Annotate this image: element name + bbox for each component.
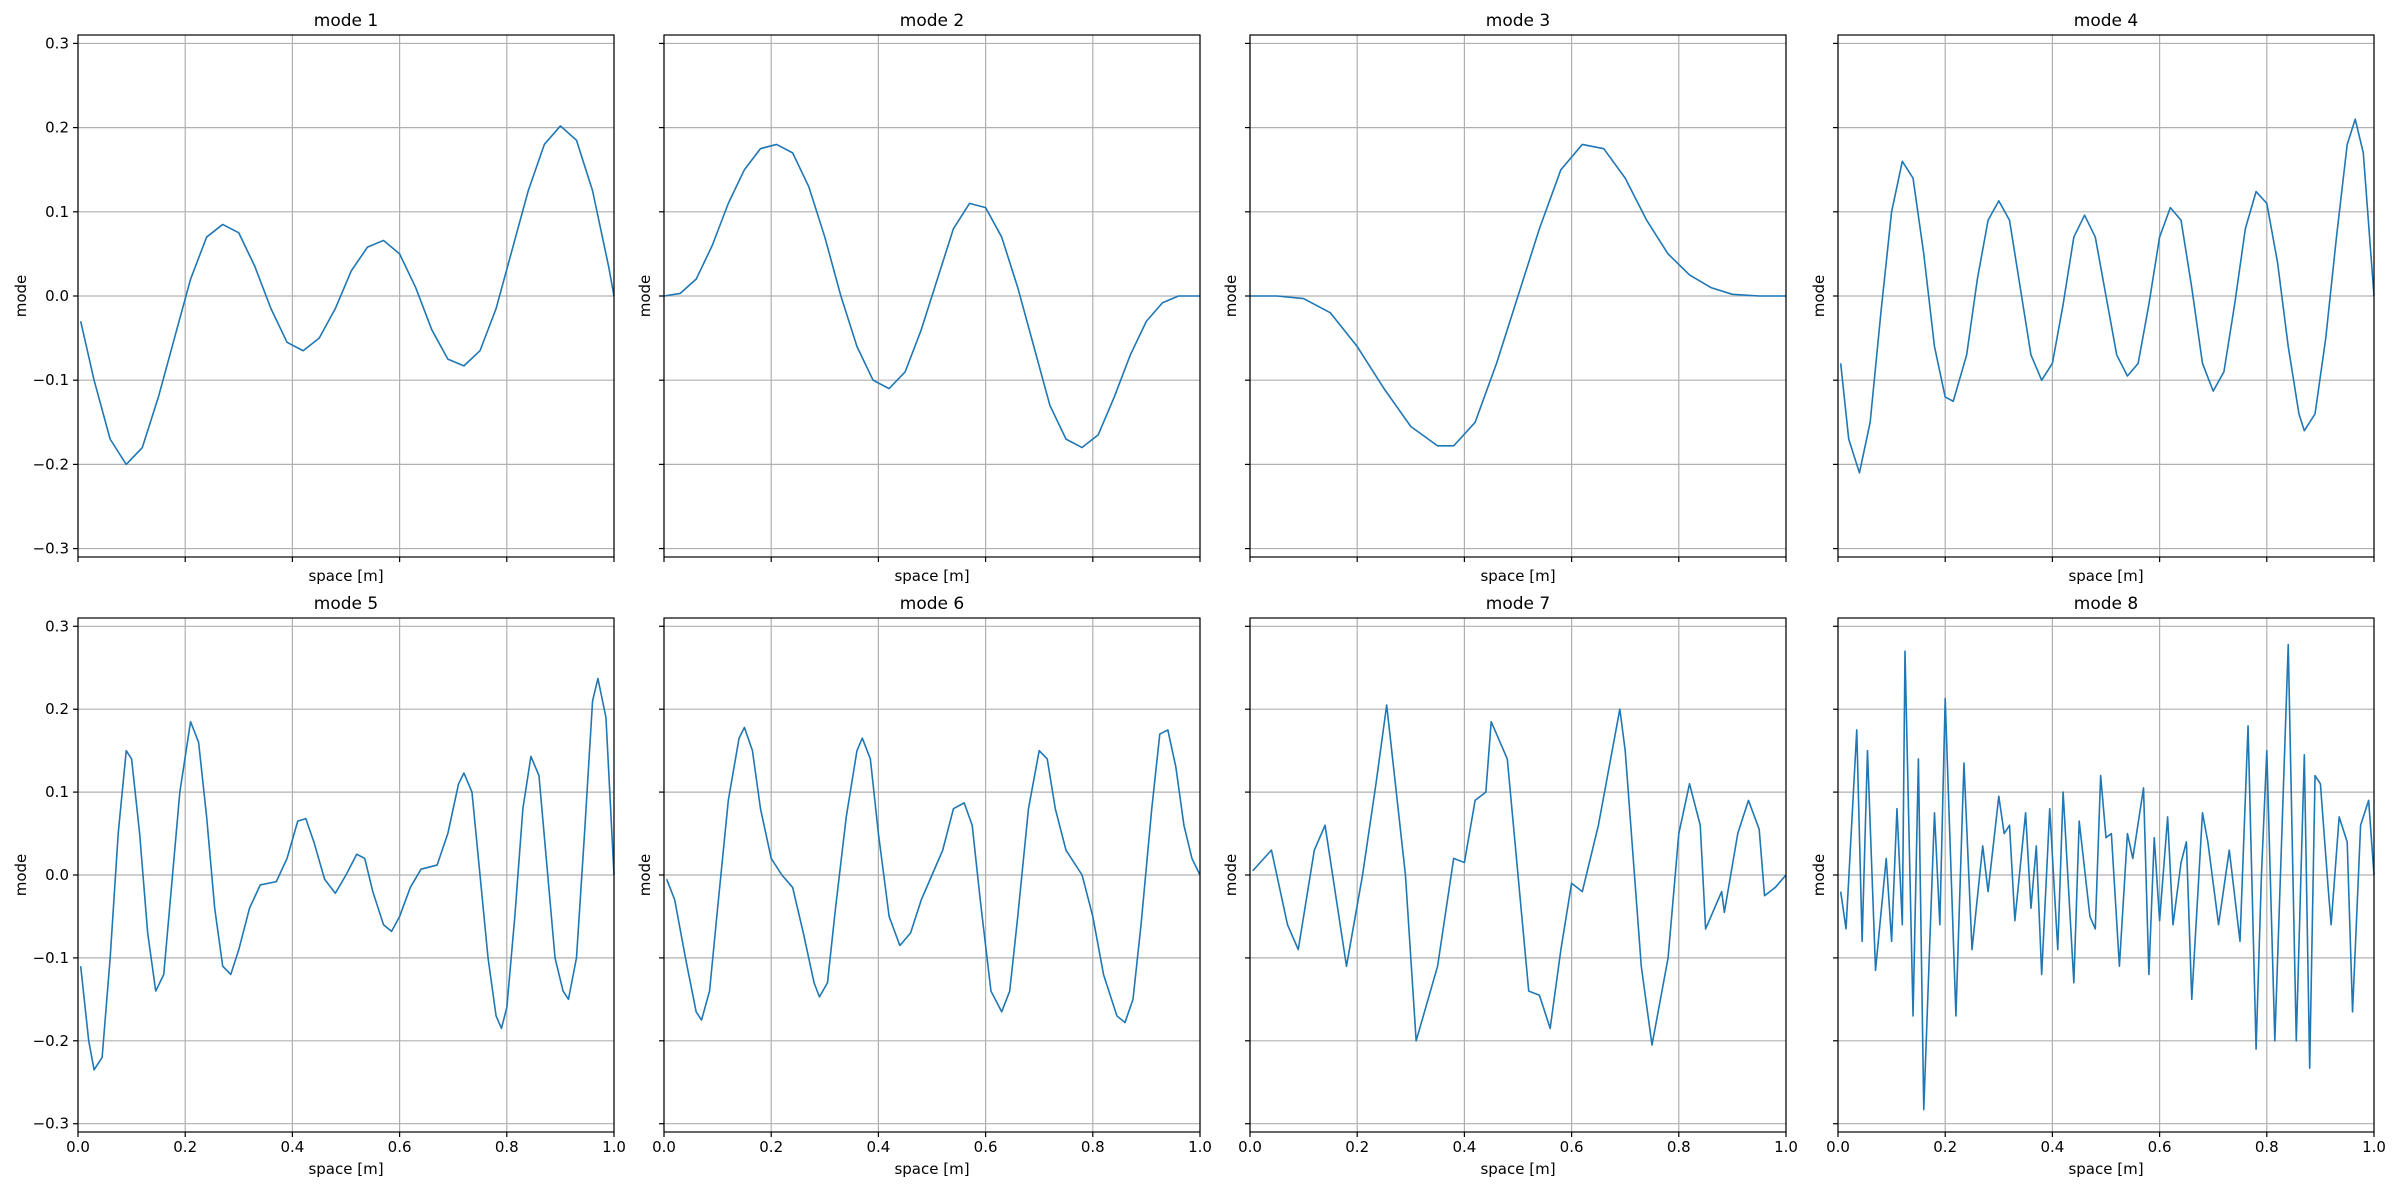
y-axis-label: mode <box>1810 275 1828 318</box>
subplot: −0.3 −0.2 −0.1 0.0 0.1 0.2 0.3 mode 1 space [m] m… <box>12 11 615 585</box>
data-line <box>79 125 615 466</box>
y-tick-label: −0.1 <box>33 949 69 967</box>
x-tick-label: 0.4 <box>280 1138 304 1156</box>
subplot-title: mode 3 <box>1486 11 1550 31</box>
axes-frame <box>1837 617 2375 1133</box>
subplot: 0.0 0.2 0.4 0.6 0.8 1.0 mode 8 space [m] mode <box>1810 594 2386 1178</box>
subplot: mode 3 space [m] mode <box>1222 11 1787 585</box>
x-axis-label: space [m] <box>308 567 383 585</box>
x-tick-label: 0.8 <box>495 1138 519 1156</box>
y-axis-label: mode <box>1222 854 1240 897</box>
subplot-title: mode 7 <box>1486 594 1550 614</box>
subplot-title: mode 4 <box>2074 11 2138 31</box>
subplot-title: mode 8 <box>2074 594 2138 614</box>
axes-frame <box>1837 34 2375 558</box>
data-line <box>1839 118 2375 474</box>
y-tick-label: −0.2 <box>33 455 69 473</box>
axes-frame <box>663 617 1201 1133</box>
x-tick-label: 0.2 <box>1345 1138 1369 1156</box>
data-line <box>1250 143 1786 447</box>
x-tick-label: 0.0 <box>1826 1138 1850 1156</box>
x-tick-label: 0.0 <box>1238 1138 1262 1156</box>
x-axis-label: space [m] <box>894 1160 969 1178</box>
y-axis-label: mode <box>12 854 30 897</box>
x-axis-label: space [m] <box>1480 567 1555 585</box>
y-tick-label: −0.3 <box>33 1115 69 1133</box>
x-axis-label: space [m] <box>894 567 969 585</box>
x-tick-label: 1.0 <box>602 1138 626 1156</box>
x-tick-label: 0.2 <box>759 1138 783 1156</box>
subplot: mode 2 space [m] mode <box>636 11 1201 585</box>
x-tick-label: 1.0 <box>2362 1138 2386 1156</box>
axes-frame <box>77 617 615 1133</box>
axes-frame <box>1249 617 1787 1133</box>
y-tick-label: −0.1 <box>33 371 69 389</box>
data-line <box>1252 704 1787 1046</box>
subplot-title: mode 2 <box>900 11 964 31</box>
x-tick-label: 0.6 <box>2148 1138 2172 1156</box>
subplot: 0.0 0.2 0.4 0.6 0.8 1.0 mode 6 space [m] mode <box>636 594 1212 1178</box>
x-tick-label: 0.8 <box>1667 1138 1691 1156</box>
y-tick-label: −0.2 <box>33 1032 69 1050</box>
y-tick-label: 0.0 <box>45 866 69 884</box>
x-tick-label: 0.8 <box>1081 1138 1105 1156</box>
x-axis-label: space [m] <box>308 1160 383 1178</box>
y-tick-label: 0.0 <box>45 287 69 305</box>
y-tick-label: −0.3 <box>33 540 69 558</box>
x-tick-label: 0.6 <box>388 1138 412 1156</box>
subplot: 0.0 0.2 0.4 0.6 0.8 1.0 −0.3 −0.2 −0.1 0.0 0.1 0.2 0… <box>12 594 626 1178</box>
subplot-title: mode 1 <box>314 11 378 31</box>
data-line <box>663 143 1200 449</box>
y-tick-label: 0.3 <box>45 34 69 52</box>
y-axis-label: mode <box>636 275 654 318</box>
x-tick-label: 0.4 <box>1452 1138 1476 1156</box>
x-tick-label: 1.0 <box>1188 1138 1212 1156</box>
data-line <box>79 677 615 1071</box>
x-tick-label: 0.6 <box>1560 1138 1584 1156</box>
x-axis-label: space [m] <box>2068 567 2143 585</box>
x-tick-label: 0.2 <box>173 1138 197 1156</box>
x-tick-label: 0.2 <box>1933 1138 1957 1156</box>
subplot: 0.0 0.2 0.4 0.6 0.8 1.0 mode 7 space [m] mode <box>1222 594 1798 1178</box>
axes-frame <box>1249 34 1787 558</box>
x-tick-label: 0.8 <box>2255 1138 2279 1156</box>
x-tick-label: 0.6 <box>974 1138 998 1156</box>
y-tick-label: 0.1 <box>45 203 69 221</box>
x-tick-label: 0.0 <box>652 1138 676 1156</box>
x-tick-label: 0.0 <box>66 1138 90 1156</box>
subplot: mode 4 space [m] mode <box>1810 11 2375 585</box>
y-tick-label: 0.2 <box>45 700 69 718</box>
y-axis-label: mode <box>1222 275 1240 318</box>
y-axis-label: mode <box>636 854 654 897</box>
y-tick-label: 0.1 <box>45 783 69 801</box>
x-tick-label: 1.0 <box>1774 1138 1798 1156</box>
axes-frame <box>77 34 615 558</box>
subplot-title: mode 5 <box>314 594 378 614</box>
x-axis-label: space [m] <box>2068 1160 2143 1178</box>
data-line <box>1839 643 2375 1111</box>
y-tick-label: 0.2 <box>45 119 69 137</box>
axes-frame <box>663 34 1201 558</box>
x-axis-label: space [m] <box>1480 1160 1555 1178</box>
subplot-title: mode 6 <box>900 594 964 614</box>
y-tick-label: 0.3 <box>45 617 69 635</box>
y-axis-label: mode <box>12 275 30 318</box>
x-tick-label: 0.4 <box>866 1138 890 1156</box>
x-tick-label: 0.4 <box>2040 1138 2064 1156</box>
y-axis-label: mode <box>1810 854 1828 897</box>
data-line <box>665 726 1201 1024</box>
